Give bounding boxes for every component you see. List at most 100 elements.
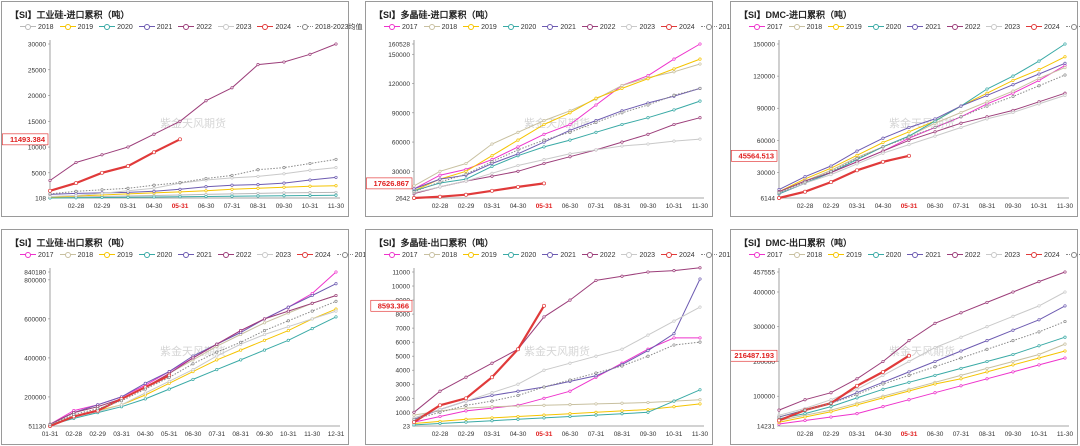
data-point-2019 — [1037, 356, 1041, 360]
legend-item-2017[interactable]: 2017 — [384, 22, 418, 32]
legend-item-2020[interactable]: 2020 — [867, 22, 901, 32]
data-point-2019 — [262, 338, 267, 342]
data-point-2024 — [490, 188, 494, 193]
legend-item-2019[interactable]: 2019 — [828, 250, 862, 260]
legend-item-2020[interactable]: 2020 — [99, 22, 133, 32]
data-point-2018 — [1063, 342, 1067, 346]
x-tick-label: 10-31 — [1031, 203, 1048, 210]
legend-item-2024[interactable]: 2024 — [297, 250, 331, 260]
x-tick-label: 10-31 — [666, 431, 683, 438]
legend-item-2020[interactable]: 2020 — [502, 22, 536, 32]
data-point-2017 — [803, 418, 807, 423]
legend-swatch-icon — [749, 23, 765, 31]
legend-item-2023[interactable]: 2023 — [986, 250, 1020, 260]
legend-item-2023[interactable]: 2023 — [217, 22, 251, 32]
legend-item-2018[interactable]: 2018 — [423, 22, 458, 32]
data-point-2020 — [126, 195, 130, 199]
data-point-2018 — [698, 62, 702, 66]
y-tick-label: 300000 — [753, 324, 775, 331]
data-point-2023 — [126, 189, 130, 193]
legend-item-2019[interactable]: 2019 — [463, 250, 497, 260]
data-point-2019 — [646, 407, 650, 412]
data-point-2023 — [1011, 314, 1015, 318]
data-point-2021 — [308, 178, 312, 182]
legend-item-2021[interactable]: 2021 — [138, 22, 172, 32]
legend-item-2021[interactable]: 2021 — [542, 22, 576, 32]
data-point-2017-2023均值 — [829, 401, 833, 405]
legend-item-2018[interactable]: 2018 — [788, 250, 822, 260]
legend-label: 2018 — [441, 23, 458, 31]
x-tick-label: 06-30 — [185, 431, 202, 438]
data-point-2023 — [959, 335, 963, 339]
legend-item-2019[interactable]: 2019 — [828, 22, 862, 32]
chart-svg: 紫金天风期货 2642 30000 60000 90000 120000 150000 160… — [366, 40, 708, 210]
legend-item-2017[interactable]: 2017 — [749, 250, 783, 260]
data-point-2019 — [1063, 55, 1067, 59]
y-tick-label: 10000 — [392, 284, 410, 291]
legend-item-2019[interactable]: 2019 — [463, 22, 497, 32]
legend-item-2017-2023均值[interactable]: 2017-2023均值 — [1065, 22, 1080, 32]
legend-item-2018-2023均值[interactable]: 2018-2023均值 — [297, 22, 363, 32]
legend-item-2024[interactable]: 2024 — [257, 22, 291, 32]
legend-item-2018[interactable]: 2018 — [59, 250, 93, 260]
legend-item-2024[interactable]: 2024 — [661, 22, 695, 32]
legend-swatch-icon — [946, 251, 963, 259]
legend-item-2018[interactable]: 2018 — [788, 22, 822, 32]
legend-label: 2021 — [925, 251, 941, 259]
legend-item-2020[interactable]: 2020 — [867, 250, 901, 260]
legend-item-2024[interactable]: 2024 — [1026, 22, 1060, 32]
legend-item-2020[interactable]: 2020 — [138, 250, 172, 260]
data-point-2021 — [152, 189, 156, 193]
y-tick-label: 400000 — [24, 355, 46, 362]
legend-label: 2024 — [1044, 251, 1060, 259]
legend-item-2019[interactable]: 2019 — [99, 250, 133, 260]
legend-item-2023[interactable]: 2023 — [621, 22, 655, 32]
data-point-2020 — [262, 348, 267, 352]
legend-item-2018[interactable]: 2018 — [20, 22, 54, 32]
legend-item-2019[interactable]: 2019 — [59, 22, 93, 32]
legend-item-2023[interactable]: 2023 — [986, 22, 1020, 32]
legend-item-2021[interactable]: 2021 — [907, 22, 941, 32]
series-line-2023 — [413, 306, 701, 419]
legend-item-2022[interactable]: 2022 — [946, 250, 980, 260]
data-point-2017 — [698, 336, 702, 340]
legend-item-2022[interactable]: 2022 — [178, 22, 212, 32]
data-point-2019 — [568, 111, 572, 115]
legend-item-2017[interactable]: 2017 — [749, 22, 783, 32]
data-point-2023 — [881, 373, 885, 377]
legend-item-2021[interactable]: 2021 — [178, 250, 212, 260]
legend-item-2024[interactable]: 2024 — [1026, 250, 1060, 260]
x-tick-label: 02-28 — [66, 431, 83, 438]
legend-item-2017-2023均值[interactable]: 2017-2023均值 — [1065, 250, 1080, 260]
data-point-2019 — [464, 169, 468, 173]
legend-item-2017[interactable]: 2017 — [384, 250, 418, 260]
legend-swatch-icon — [138, 251, 155, 259]
legend-item-2023[interactable]: 2023 — [257, 250, 291, 260]
legend-item-2018[interactable]: 2018 — [423, 250, 457, 260]
series-line-2021 — [778, 305, 1066, 418]
y-tick-label: 400000 — [753, 289, 775, 296]
y-tick-label: 60000 — [757, 138, 775, 145]
series-line-2020 — [413, 389, 701, 426]
legend-item-2024[interactable]: 2024 — [661, 250, 695, 260]
legend-label: 2022 — [964, 23, 981, 31]
legend-item-2022[interactable]: 2022 — [217, 250, 251, 260]
legend-item-2021[interactable]: 2021 — [542, 250, 576, 260]
x-tick-label: 09-30 — [640, 431, 657, 438]
x-tick-label: 11-30 — [1057, 431, 1074, 438]
y-tick-label: 5000 — [396, 354, 411, 361]
data-point-2023 — [308, 168, 312, 172]
legend-item-2021[interactable]: 2021 — [907, 250, 941, 260]
legend-item-2023[interactable]: 2023 — [621, 250, 655, 260]
data-point-2017 — [516, 145, 520, 149]
legend-item-2020[interactable]: 2020 — [502, 250, 536, 260]
data-point-2017-2023均值 — [646, 103, 650, 107]
data-point-2017 — [698, 42, 702, 46]
legend-item-2022[interactable]: 2022 — [581, 250, 615, 260]
legend-item-2017[interactable]: 2017 — [20, 250, 54, 260]
data-point-2022 — [230, 86, 234, 90]
legend-item-2022[interactable]: 2022 — [581, 22, 615, 32]
legend-item-2022[interactable]: 2022 — [946, 22, 981, 32]
legend-swatch-icon — [502, 23, 519, 31]
data-point-2022 — [542, 161, 546, 166]
